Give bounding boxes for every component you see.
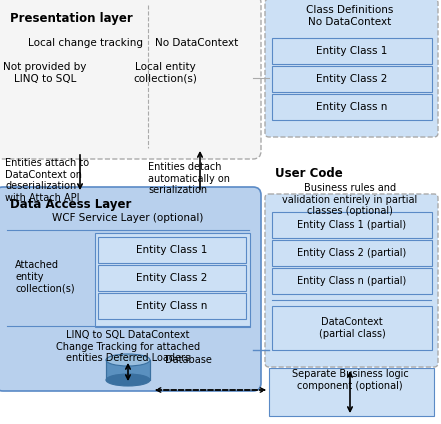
Text: Entity Class n: Entity Class n [136, 301, 208, 311]
Text: WCF Service Layer (optional): WCF Service Layer (optional) [52, 213, 204, 223]
Bar [272, 268, 432, 294]
Ellipse shape [106, 354, 150, 366]
Text: LINQ to SQL DataContext
Change Tracking for attached
entities Deferred Loaders: LINQ to SQL DataContext Change Tracking … [56, 330, 200, 363]
Text: Local change tracking: Local change tracking [28, 38, 143, 48]
Text: Presentation layer: Presentation layer [10, 12, 133, 25]
Text: Data Access Layer: Data Access Layer [10, 198, 131, 211]
Text: Local entity
collection(s): Local entity collection(s) [133, 62, 197, 84]
Text: Entity Class n (partial): Entity Class n (partial) [297, 276, 407, 286]
Text: Separate Business logic
component (optional): Separate Business logic component (optio… [292, 369, 408, 391]
Text: Not provided by
LINQ to SQL: Not provided by LINQ to SQL [4, 62, 87, 84]
Bar [98, 237, 246, 263]
Text: Class Definitions
No DataContext: Class Definitions No DataContext [306, 5, 394, 27]
Text: Business rules and
validation entirely in partial
classes (optional): Business rules and validation entirely i… [282, 183, 418, 216]
Bar [269, 368, 434, 416]
FancyBboxPatch shape [265, 0, 438, 137]
Bar [272, 38, 432, 64]
Text: Entities attach to
DataContext on
deserialization
with Attach API: Entities attach to DataContext on deseri… [5, 158, 89, 203]
Text: Entity Class 1: Entity Class 1 [316, 46, 388, 56]
FancyBboxPatch shape [0, 187, 261, 391]
Text: Entity Class 1 (partial): Entity Class 1 (partial) [297, 220, 407, 230]
Text: DataContext
(partial class): DataContext (partial class) [319, 317, 385, 339]
Text: User Code: User Code [275, 167, 343, 180]
Bar [272, 66, 432, 92]
Text: Entity Class 2 (partial): Entity Class 2 (partial) [297, 248, 407, 258]
Bar [272, 306, 432, 350]
Text: Database: Database [165, 355, 212, 365]
Bar [98, 293, 246, 319]
Bar [95, 233, 250, 327]
Ellipse shape [106, 374, 150, 386]
Bar [272, 94, 432, 120]
Text: Attached
entity
collection(s): Attached entity collection(s) [15, 260, 75, 293]
Text: Entity Class 2: Entity Class 2 [316, 74, 388, 84]
Text: Entity Class n: Entity Class n [316, 102, 388, 112]
Text: No DataContext: No DataContext [155, 38, 238, 48]
Text: Entities detach
automatically on
serialization: Entities detach automatically on seriali… [148, 162, 230, 195]
Text: Entity Class 1: Entity Class 1 [136, 245, 208, 255]
Bar [98, 265, 246, 291]
Bar [106, 360, 150, 380]
FancyBboxPatch shape [0, 0, 261, 159]
Text: Entity Class 2: Entity Class 2 [136, 273, 208, 283]
FancyBboxPatch shape [265, 194, 438, 367]
Bar [272, 212, 432, 238]
Bar [272, 240, 432, 266]
